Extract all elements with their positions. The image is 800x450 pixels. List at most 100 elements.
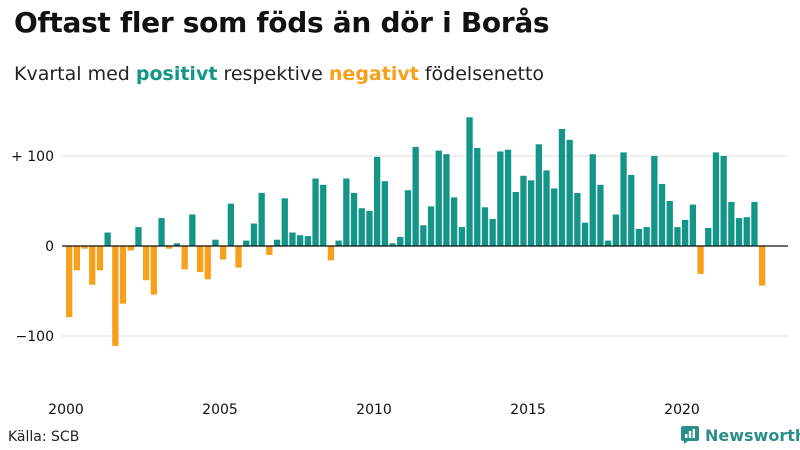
bar[interactable] <box>289 232 296 247</box>
bar[interactable] <box>458 227 465 246</box>
bar[interactable] <box>674 227 681 246</box>
bar[interactable] <box>697 246 704 274</box>
bar[interactable] <box>320 184 327 246</box>
bar[interactable] <box>143 246 150 281</box>
bar[interactable] <box>235 246 242 268</box>
bar[interactable] <box>466 117 473 246</box>
bar[interactable] <box>374 156 381 246</box>
bar[interactable] <box>420 225 427 246</box>
bar[interactable] <box>481 207 489 246</box>
bars <box>66 117 766 346</box>
bar[interactable] <box>751 201 758 246</box>
bar[interactable] <box>158 218 165 246</box>
x-axis: 2000 2005 2010 2015 2020 <box>48 402 700 418</box>
bar[interactable] <box>474 147 481 246</box>
bar[interactable] <box>497 151 504 247</box>
bar[interactable] <box>297 235 304 246</box>
bar[interactable] <box>258 192 265 246</box>
bar[interactable] <box>574 192 581 246</box>
bar[interactable] <box>666 201 673 246</box>
bar[interactable] <box>643 227 650 246</box>
bar[interactable] <box>551 188 558 246</box>
bar[interactable] <box>528 180 535 246</box>
bar[interactable] <box>612 214 619 247</box>
bar[interactable] <box>705 228 712 246</box>
bar[interactable] <box>312 178 319 247</box>
bar[interactable] <box>589 154 596 246</box>
bar[interactable] <box>635 228 643 246</box>
bar[interactable] <box>166 246 173 249</box>
subtitle-positive: positivt <box>135 63 218 85</box>
bar[interactable] <box>66 246 73 318</box>
bar[interactable] <box>628 174 635 246</box>
bar[interactable] <box>728 201 735 246</box>
bar[interactable] <box>358 208 365 246</box>
bar[interactable] <box>743 217 750 246</box>
bar[interactable] <box>81 246 88 249</box>
bar[interactable] <box>520 175 527 246</box>
bar[interactable] <box>73 246 80 271</box>
bar[interactable] <box>250 223 258 247</box>
bar[interactable] <box>104 232 111 247</box>
bar[interactable] <box>581 222 589 246</box>
bar[interactable] <box>181 246 188 270</box>
bar[interactable] <box>273 239 281 246</box>
bar[interactable] <box>512 192 519 246</box>
bar[interactable] <box>304 236 311 246</box>
bar[interactable] <box>558 129 566 246</box>
bar[interactable] <box>504 149 512 246</box>
bar[interactable] <box>227 203 234 246</box>
bar[interactable] <box>173 243 181 246</box>
bar[interactable] <box>435 150 442 246</box>
bar[interactable] <box>189 214 196 247</box>
bar[interactable] <box>327 246 335 261</box>
bar[interactable] <box>366 210 373 246</box>
bar[interactable] <box>397 237 404 246</box>
bar[interactable] <box>89 246 96 285</box>
bar[interactable] <box>566 139 573 246</box>
brand-logo[interactable]: Newsworthy <box>680 425 800 445</box>
bar[interactable] <box>389 243 396 246</box>
bar[interactable] <box>381 181 388 246</box>
bar[interactable] <box>735 218 743 246</box>
subtitle-negative: negativt <box>328 63 419 85</box>
bar[interactable] <box>204 246 211 280</box>
bar[interactable] <box>489 219 496 246</box>
bar[interactable] <box>350 192 358 246</box>
bar[interactable] <box>451 197 458 246</box>
bar[interactable] <box>112 246 119 346</box>
bar[interactable] <box>404 190 412 246</box>
bar[interactable] <box>150 246 157 295</box>
bar[interactable] <box>443 154 450 246</box>
bar[interactable] <box>335 240 342 246</box>
bar[interactable] <box>712 152 720 246</box>
bar[interactable] <box>427 206 435 246</box>
bar[interactable] <box>682 219 689 246</box>
bar[interactable] <box>281 198 288 246</box>
bar[interactable] <box>127 246 134 251</box>
bar[interactable] <box>605 240 612 246</box>
bar[interactable] <box>96 246 104 271</box>
x-tick-label: 2005 <box>202 402 238 418</box>
bar[interactable] <box>620 152 627 246</box>
bar[interactable] <box>212 239 219 246</box>
bar[interactable] <box>543 170 550 246</box>
bar[interactable] <box>343 178 350 247</box>
bar[interactable] <box>412 147 419 246</box>
bar[interactable] <box>689 204 696 246</box>
y-tick-label: −100 <box>16 329 54 345</box>
bar[interactable] <box>135 227 142 246</box>
bar[interactable] <box>243 240 250 246</box>
subtitle-middle: respektive <box>217 63 329 85</box>
bar[interactable] <box>535 144 542 246</box>
bar[interactable] <box>220 246 227 260</box>
gridlines <box>62 155 788 337</box>
bar[interactable] <box>196 246 204 273</box>
bar[interactable] <box>651 156 658 246</box>
bar[interactable] <box>119 246 127 304</box>
bar[interactable] <box>759 246 766 286</box>
bar[interactable] <box>720 156 727 246</box>
bar[interactable] <box>658 183 666 246</box>
bar[interactable] <box>266 246 273 255</box>
bar[interactable] <box>597 184 604 246</box>
